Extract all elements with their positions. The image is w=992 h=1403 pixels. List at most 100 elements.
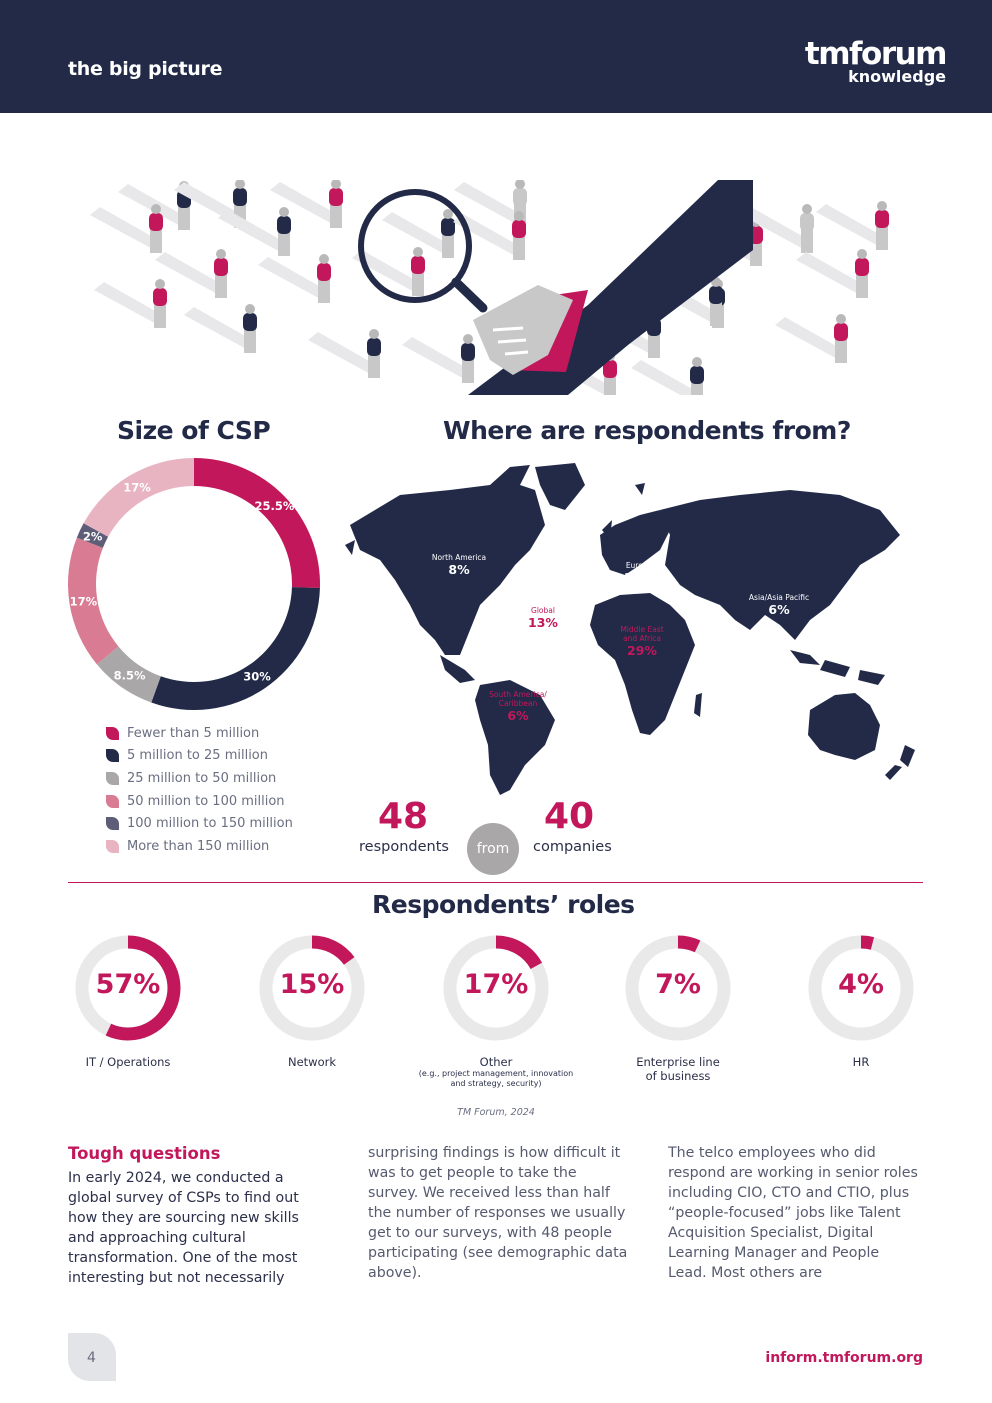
respondents-label: respondents bbox=[359, 839, 449, 855]
person-legs bbox=[178, 204, 190, 230]
person-legs bbox=[215, 272, 227, 298]
person-body bbox=[855, 258, 869, 276]
region-pct: 38% bbox=[624, 570, 654, 585]
person-body bbox=[603, 360, 617, 378]
person-head bbox=[151, 204, 161, 214]
person-legs bbox=[318, 277, 330, 303]
person-head bbox=[279, 207, 289, 217]
region-name: Europe bbox=[625, 561, 653, 570]
roles-title: Respondents’ roles bbox=[372, 890, 635, 919]
role-percentage: 7% bbox=[655, 969, 701, 1000]
donut-slice-label: 17% bbox=[123, 481, 151, 495]
person-body bbox=[153, 288, 167, 306]
legend-label: 5 million to 25 million bbox=[127, 748, 269, 764]
person-legs bbox=[856, 272, 868, 298]
region-pct: 8% bbox=[448, 562, 470, 577]
role-ring bbox=[75, 935, 181, 1041]
person-head bbox=[369, 329, 379, 339]
world-map bbox=[345, 463, 915, 795]
region-name: Asia/Asia Pacific bbox=[748, 593, 810, 602]
person-body bbox=[875, 210, 889, 228]
person-legs bbox=[278, 230, 290, 256]
footer-link[interactable]: inform.tmforum.org bbox=[765, 1350, 923, 1366]
person-shadow bbox=[90, 207, 160, 251]
person-body bbox=[233, 188, 247, 206]
person-shadow bbox=[453, 214, 523, 258]
legend-label: 25 million to 50 million bbox=[127, 770, 277, 786]
person-head bbox=[514, 211, 524, 221]
article-heading: Tough questions bbox=[68, 1144, 221, 1163]
person-legs bbox=[154, 302, 166, 328]
role-ring bbox=[259, 935, 365, 1041]
region-label-europe: Europe 38% bbox=[609, 561, 669, 585]
person-body bbox=[709, 286, 723, 304]
from-badge: from bbox=[467, 823, 519, 875]
region-name: South America/ Caribbean bbox=[489, 690, 547, 708]
person-shadow bbox=[218, 210, 288, 254]
crowd-magnifier-illustration bbox=[90, 180, 889, 395]
person-legs bbox=[244, 327, 256, 353]
person-shadow bbox=[454, 182, 524, 226]
donut-slice-0 bbox=[194, 458, 320, 588]
role-percentage: 4% bbox=[838, 969, 884, 1000]
tmforum-logo[interactable]: tmforum knowledge bbox=[804, 36, 948, 86]
respondents-count: 48 bbox=[378, 796, 429, 837]
donut-slice-4 bbox=[76, 523, 109, 548]
legend-swatch bbox=[106, 749, 119, 763]
companies-label: companies bbox=[533, 839, 612, 855]
person-head bbox=[463, 334, 473, 344]
legend-item: 100 million to 150 million bbox=[106, 812, 293, 835]
donut-slice-label: 8.5% bbox=[114, 669, 146, 683]
person-head bbox=[319, 254, 329, 264]
donut-slice-label: 17% bbox=[70, 595, 98, 609]
person-legs bbox=[330, 202, 342, 228]
person-head bbox=[857, 249, 867, 259]
role-ring bbox=[625, 935, 731, 1041]
person-head bbox=[235, 180, 245, 189]
page-number-tab bbox=[68, 1333, 116, 1381]
legend-label: 100 million to 150 million bbox=[127, 816, 293, 832]
person-shadow bbox=[775, 317, 845, 361]
role-ring bbox=[808, 935, 914, 1041]
person-shadow bbox=[308, 332, 378, 376]
role-ring-value bbox=[311, 935, 355, 966]
role-ring-value bbox=[860, 935, 875, 950]
role-percentage: 57% bbox=[95, 969, 161, 1000]
region-name: North America bbox=[431, 553, 487, 562]
person-shadow bbox=[94, 282, 164, 326]
person-body bbox=[329, 188, 343, 206]
logo-wordmark: tmforum bbox=[804, 36, 948, 72]
legend-label: Fewer than 5 million bbox=[127, 725, 260, 741]
person-shadow bbox=[816, 204, 886, 248]
person-body bbox=[800, 213, 814, 231]
person-body bbox=[149, 213, 163, 231]
person-body bbox=[317, 263, 331, 281]
person-body bbox=[214, 258, 228, 276]
companies-count: 40 bbox=[544, 796, 595, 837]
role-item: 17% Other (e.g., project management, innov… bbox=[416, 935, 576, 1089]
person-legs bbox=[442, 232, 454, 258]
person-legs bbox=[368, 352, 380, 378]
person-legs bbox=[835, 337, 847, 363]
role-percentage: 15% bbox=[279, 969, 345, 1000]
role-ring-value bbox=[105, 935, 181, 1041]
person-head bbox=[155, 279, 165, 289]
donut-slice-label: 30% bbox=[243, 670, 271, 684]
person-legs bbox=[710, 300, 722, 326]
role-item: 15% Network bbox=[232, 935, 392, 1069]
donut-slice-3 bbox=[68, 537, 119, 665]
legend-swatch bbox=[106, 817, 119, 831]
person-legs bbox=[648, 332, 660, 358]
donut-slice-5 bbox=[83, 458, 194, 537]
person-body bbox=[834, 323, 848, 341]
person-legs bbox=[876, 224, 888, 250]
person-head bbox=[413, 247, 423, 257]
region-pct: 13% bbox=[528, 615, 558, 630]
source-note: TM Forum, 2024 bbox=[457, 1107, 535, 1118]
person-body bbox=[513, 188, 527, 206]
region-pct: 6% bbox=[768, 602, 790, 617]
role-name: HR bbox=[852, 1055, 870, 1069]
role-name: IT / Operations bbox=[85, 1055, 171, 1069]
person-legs bbox=[604, 374, 616, 395]
person-legs bbox=[150, 227, 162, 253]
